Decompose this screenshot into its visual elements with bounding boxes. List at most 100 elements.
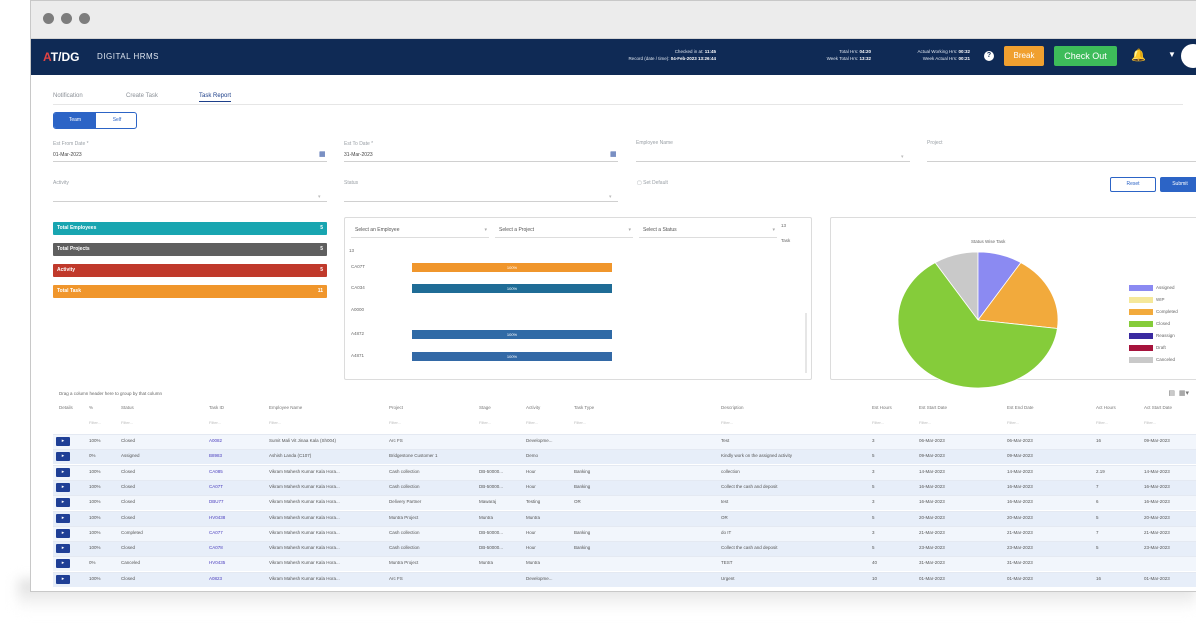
table-row[interactable]: ▸ 100% Closed CA085 Vikram Mahesh Kumar Kala… [53, 464, 1196, 480]
window-dot-icon[interactable] [61, 13, 72, 24]
activity-input[interactable] [53, 201, 327, 202]
set-default-checkbox[interactable]: ▢ Set Default [637, 180, 668, 186]
legend-item[interactable]: Completed [1129, 309, 1178, 315]
column-filter-input[interactable]: Filter... [269, 420, 282, 425]
column-header[interactable]: Status [121, 405, 134, 410]
row-details-button[interactable]: ▸ [56, 513, 70, 523]
column-header[interactable]: Act Start Date [1144, 405, 1173, 410]
table-row[interactable]: ▸ 100% Closed CA078 Vikram Mahesh Kumar Kala… [53, 541, 1196, 557]
column-filter-input[interactable]: Filter... [721, 420, 734, 425]
column-header[interactable]: Project [389, 405, 404, 410]
column-header[interactable]: % [89, 405, 94, 410]
stat-activity[interactable]: Activity 5 [53, 264, 327, 277]
tab-task-report[interactable]: Task Report [199, 93, 232, 102]
column-filter-input[interactable]: Filter... [526, 420, 539, 425]
column-filter-input[interactable]: Filter... [1144, 420, 1157, 425]
row-details-button[interactable]: ▸ [56, 559, 70, 569]
chevron-down-icon[interactable]: ▾ [609, 194, 612, 200]
task-id-link[interactable]: DBU77 [209, 499, 224, 505]
window-dot-icon[interactable] [43, 13, 54, 24]
export-icon[interactable]: ▤ [1168, 390, 1175, 397]
legend-item[interactable]: Closed [1129, 321, 1170, 327]
column-filter-input[interactable]: Filter... [1096, 420, 1109, 425]
stat-total-task[interactable]: Total Task 11 [53, 285, 327, 298]
task-id-link[interactable]: HV0435 [209, 560, 226, 566]
brand-logo[interactable]: AT/DG [43, 50, 79, 64]
column-filter-input[interactable]: Filter... [121, 420, 134, 425]
chevron-down-icon[interactable]: ▾ [318, 194, 321, 200]
row-details-button[interactable]: ▸ [56, 452, 70, 462]
row-details-button[interactable]: ▸ [56, 528, 70, 538]
column-header[interactable]: Employee Name [269, 405, 303, 410]
legend-item[interactable]: WIP [1129, 297, 1165, 303]
toggle-team[interactable]: Team [54, 113, 96, 128]
row-details-button[interactable]: ▸ [56, 498, 70, 508]
tab-notification[interactable]: Notification [53, 93, 83, 99]
select-status-dropdown[interactable]: Select a Status ▾ [639, 222, 777, 238]
legend-item[interactable]: Canceled [1129, 357, 1175, 363]
row-details-button[interactable]: ▸ [56, 482, 70, 492]
task-id-link[interactable]: CA07T [209, 483, 224, 489]
stat-total-employees[interactable]: Total Employees 5 [53, 222, 327, 235]
task-id-link[interactable]: CA085 [209, 468, 223, 474]
row-details-button[interactable]: ▸ [56, 467, 70, 477]
table-row[interactable]: ▸ 0% Canceled HV0435 Vikram Mahesh Kumar Kal… [53, 556, 1196, 572]
legend-item[interactable]: Reassign [1129, 333, 1175, 339]
legend-item[interactable]: Draft [1129, 345, 1166, 351]
column-header[interactable]: Est Start Date [919, 405, 948, 410]
panel-scrollbar[interactable] [805, 313, 807, 373]
row-details-button[interactable]: ▸ [56, 437, 70, 446]
column-header[interactable]: Est Hours [872, 405, 892, 410]
chevron-down-icon[interactable]: ▼ [1168, 50, 1176, 59]
column-header[interactable]: Activity [526, 405, 541, 410]
table-row[interactable]: ▸ 100% Closed CA07T Vikram Mahesh Kumar Kala… [53, 479, 1196, 495]
pie-slice-completed[interactable] [977, 262, 1059, 329]
stat-total-projects[interactable]: Total Projects 5 [53, 243, 327, 256]
column-filter-input[interactable]: Filter... [1007, 420, 1020, 425]
column-header[interactable]: Act Hours [1096, 405, 1116, 410]
status-input[interactable] [344, 201, 618, 202]
project-input[interactable] [927, 161, 1196, 162]
column-header[interactable]: Task Type [574, 405, 595, 410]
task-id-link[interactable]: CA078 [209, 545, 223, 551]
task-id-link[interactable]: A0823 [209, 575, 223, 581]
row-details-button[interactable]: ▸ [56, 574, 70, 584]
column-filter-input[interactable]: Filter... [209, 420, 222, 425]
pie-slice-closed[interactable] [897, 262, 1058, 389]
toggle-self[interactable]: Self [112, 117, 122, 123]
help-icon[interactable]: ? [984, 51, 994, 61]
column-filter-input[interactable]: Filter... [574, 420, 587, 425]
check-out-button[interactable]: Check Out [1054, 46, 1117, 66]
column-header[interactable]: Task ID [209, 405, 225, 410]
row-details-button[interactable]: ▸ [56, 544, 70, 554]
submit-button[interactable]: Submit [1160, 177, 1196, 192]
est-to-date-input[interactable]: 31-Mar-2023 [344, 152, 373, 158]
notification-bell-icon[interactable]: 🔔 [1131, 48, 1146, 62]
table-row[interactable]: ▸ 100% Closed HV0438 Vikram Mahesh Kumar Kal… [53, 510, 1196, 526]
window-dot-icon[interactable] [79, 13, 90, 24]
task-id-link[interactable]: CA077 [209, 529, 223, 535]
table-row[interactable]: ▸ 100% Closed A0082 Sumit Mali Vit Jinaa Kal… [53, 434, 1196, 449]
column-header[interactable]: Details [59, 405, 73, 410]
select-project-dropdown[interactable]: Select a Project ▾ [495, 222, 633, 238]
select-employee-dropdown[interactable]: Select an Employee ▾ [351, 222, 489, 238]
column-filter-input[interactable]: Filter... [389, 420, 402, 425]
task-id-link[interactable]: HV0438 [209, 514, 226, 520]
break-button[interactable]: Break [1004, 46, 1044, 66]
column-filter-input[interactable]: Filter... [919, 420, 932, 425]
task-id-link[interactable]: B8983 [209, 453, 223, 459]
est-from-date-input[interactable]: 01-Mar-2023 [53, 152, 82, 158]
chevron-down-icon[interactable]: ▾ [901, 154, 904, 160]
column-chooser-icon[interactable]: ▦▾ [1178, 390, 1189, 397]
task-id-link[interactable]: A0082 [209, 438, 223, 443]
column-filter-input[interactable]: Filter... [89, 420, 102, 425]
column-header[interactable]: Stage [479, 405, 491, 410]
column-filter-input[interactable]: Filter... [872, 420, 885, 425]
calendar-icon[interactable]: ▦ [610, 151, 617, 158]
employee-name-input[interactable] [636, 161, 910, 162]
reset-button[interactable]: Reset [1110, 177, 1156, 192]
tab-create-task[interactable]: Create Task [126, 93, 158, 99]
legend-item[interactable]: Assigned [1129, 285, 1175, 291]
avatar[interactable] [1181, 44, 1196, 68]
table-row[interactable]: ▸ 0% Assigned B8983 Ashish Landa (C107) Bridg… [53, 449, 1196, 465]
